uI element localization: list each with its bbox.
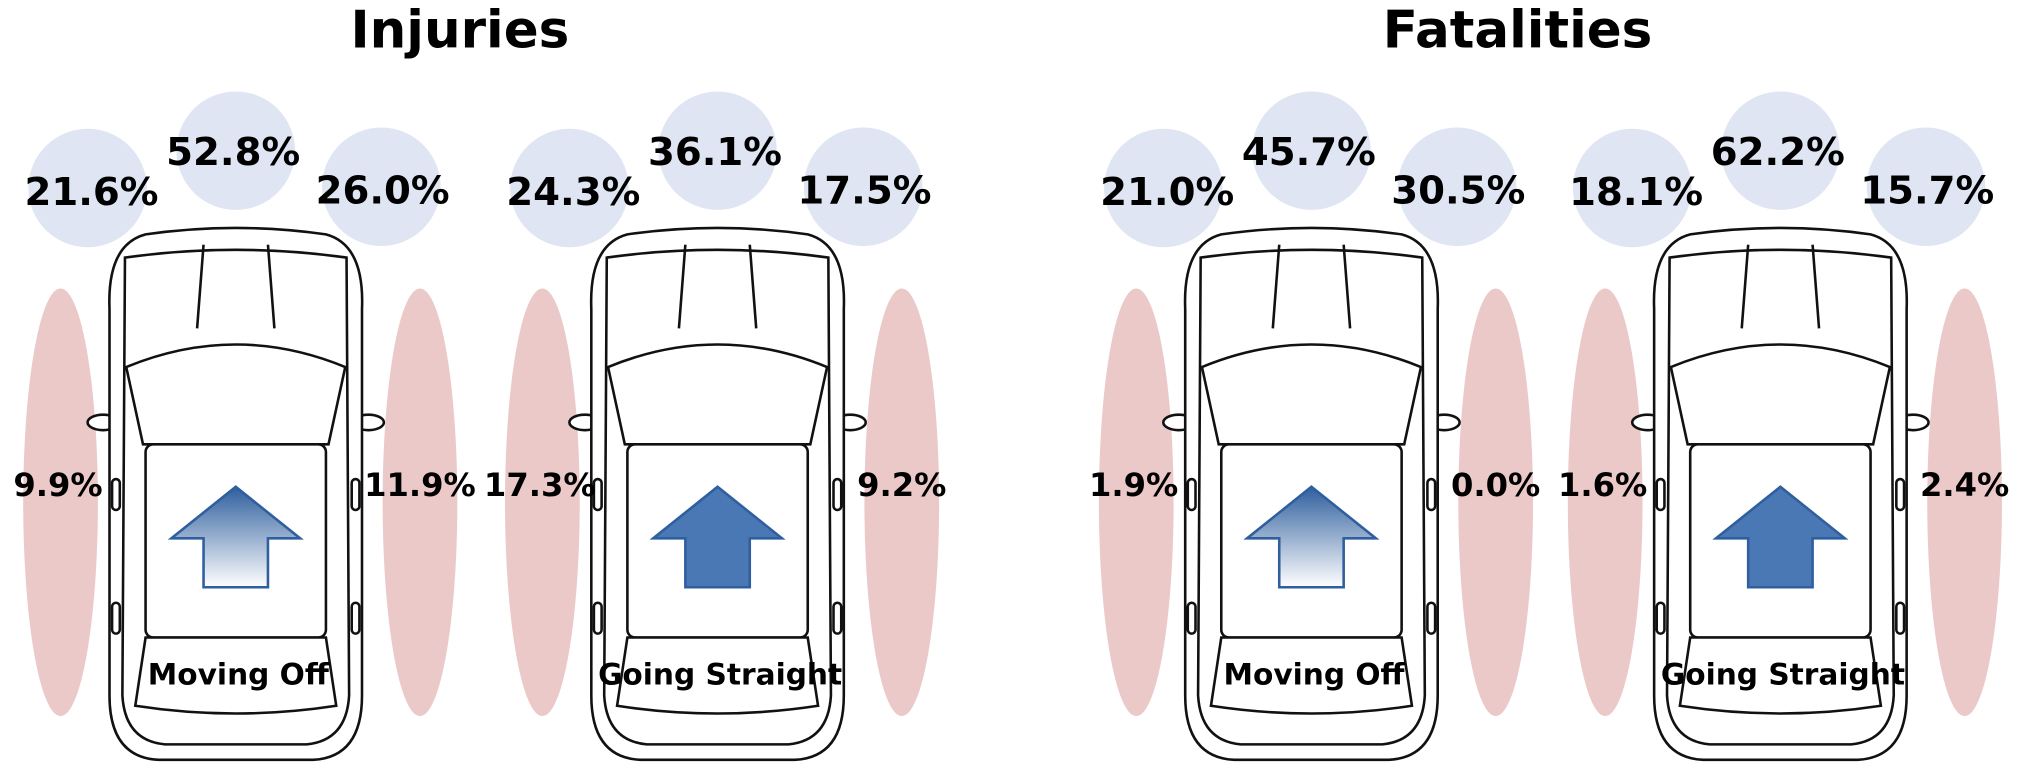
percent-label: 17.5%	[797, 169, 931, 214]
windshield	[1669, 343, 1892, 446]
zone-left	[505, 288, 580, 717]
wheel	[1186, 601, 1197, 635]
zone-right	[382, 288, 458, 717]
zone-front	[1252, 91, 1371, 210]
zone-front-left	[1104, 128, 1223, 248]
percent-label: 9.2%	[857, 466, 946, 504]
percent-label: 11.9%	[364, 466, 476, 504]
wheel	[592, 477, 603, 512]
hood-line	[195, 244, 276, 329]
wheel	[1655, 477, 1666, 512]
hood-line	[1271, 244, 1352, 329]
percent-label: 15.7%	[1860, 169, 1994, 214]
car-label: Going Straight	[1661, 658, 1905, 692]
wheel	[1426, 601, 1437, 635]
zone-front-right	[803, 127, 923, 246]
percent-label: 24.3%	[506, 170, 640, 215]
zone-front-right	[1397, 127, 1517, 246]
hood-line	[677, 244, 758, 329]
direction-arrow	[167, 485, 304, 589]
wheel	[1895, 601, 1906, 635]
wheel	[1186, 477, 1197, 512]
percent-label: 1.9%	[1089, 466, 1178, 504]
percent-label: 9.9%	[13, 466, 102, 504]
car	[1630, 226, 1930, 762]
zone-front-left	[510, 128, 629, 248]
direction-arrow	[1712, 485, 1849, 589]
panel-title: Fatalities	[1383, 0, 1653, 60]
car	[86, 226, 386, 762]
zone-front-right	[322, 127, 441, 246]
percent-label: 2.4%	[1920, 466, 2009, 504]
percent-label: 21.0%	[1100, 170, 1234, 215]
wheel	[1655, 601, 1666, 635]
percent-label: 62.2%	[1711, 130, 1845, 175]
percent-label: 30.5%	[1391, 169, 1525, 214]
percent-label: 45.7%	[1242, 130, 1376, 175]
car	[568, 226, 868, 762]
wheel	[1895, 477, 1906, 512]
percent-label: 26.0%	[316, 169, 450, 214]
windshield	[124, 343, 347, 446]
car-label: Moving Off	[1224, 658, 1406, 692]
zone-right	[864, 288, 940, 717]
rear-window	[1209, 636, 1414, 715]
percent-label: 17.3%	[484, 466, 596, 504]
hood-line	[1740, 244, 1821, 329]
car-label: Moving Off	[148, 658, 330, 692]
zone-front	[176, 91, 296, 210]
percent-label: 0.0%	[1451, 466, 1540, 504]
zone-right	[1927, 288, 2002, 717]
windshield	[606, 343, 829, 446]
wheel	[1426, 477, 1437, 512]
percent-label: 52.8%	[166, 130, 300, 175]
zone-left	[1567, 288, 1643, 717]
zone-front	[1721, 91, 1840, 210]
zone-left	[1098, 288, 1174, 717]
percent-label: 1.6%	[1558, 466, 1647, 504]
windshield	[1200, 343, 1423, 446]
zone-front-left	[1572, 128, 1692, 248]
zone-left	[23, 288, 98, 717]
zone-front-left	[28, 128, 147, 248]
wheel	[110, 601, 122, 635]
wheel	[832, 601, 843, 635]
zone-front	[658, 91, 777, 210]
direction-arrow	[1243, 485, 1380, 589]
wheel	[832, 477, 843, 512]
percent-label: 21.6%	[24, 170, 158, 215]
zone-front-right	[1866, 127, 1986, 246]
panel-title: Injuries	[350, 0, 569, 60]
wheel	[350, 477, 361, 512]
percent-label: 36.1%	[648, 130, 782, 175]
car-label: Going Straight	[598, 658, 842, 692]
wheel	[350, 601, 361, 635]
percent-label: 18.1%	[1569, 170, 1703, 215]
rear-window	[1678, 636, 1883, 715]
rear-window	[615, 636, 820, 715]
car	[1162, 226, 1461, 762]
wheel	[110, 477, 122, 512]
direction-arrow	[649, 485, 786, 589]
rear-window	[133, 636, 338, 715]
wheel	[592, 601, 603, 635]
zone-right	[1458, 288, 1534, 717]
